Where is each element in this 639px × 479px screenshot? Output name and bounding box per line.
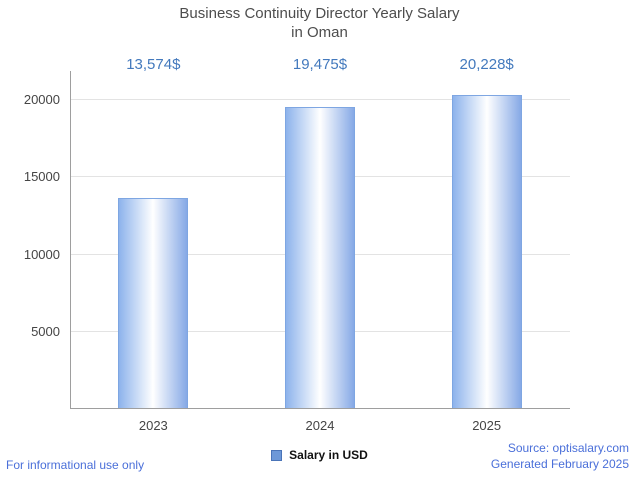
legend: Salary in USD [0,448,639,462]
y-tick-label: 15000 [23,169,60,185]
gridline [70,99,570,100]
legend-swatch-icon [271,449,283,461]
x-axis-line [70,408,570,409]
y-tick-label: 20000 [23,92,60,107]
bar [451,95,522,408]
bar [118,198,189,408]
source-block: Source: optisalary.com Generated Februar… [491,440,629,472]
y-axis-line [70,71,71,408]
legend-label: Salary in USD [289,448,368,462]
generated-text: Generated February 2025 [490,457,629,472]
x-tick-label: 2023 [138,418,168,433]
bar-value-label: 20,228$ [459,56,514,73]
bar-value-label: 19,475$ [292,56,348,73]
x-tick-label: 2024 [305,418,335,433]
bar [285,107,355,408]
source-text: Source: optisalary.com [507,441,629,455]
chart-title: Business Continuity Director Yearly Sala… [0,5,639,43]
disclaimer-text: For informational use only [6,458,145,472]
bar-value-label: 13,574$ [126,56,181,73]
y-tick-label: 5000 [31,323,60,339]
y-tick-label: 10000 [23,246,60,262]
x-tick-label: 2025 [472,418,502,433]
chart-title-line1: Business Continuity Director Yearly Sala… [179,5,460,22]
chart-title-line2: in Oman [291,23,348,41]
